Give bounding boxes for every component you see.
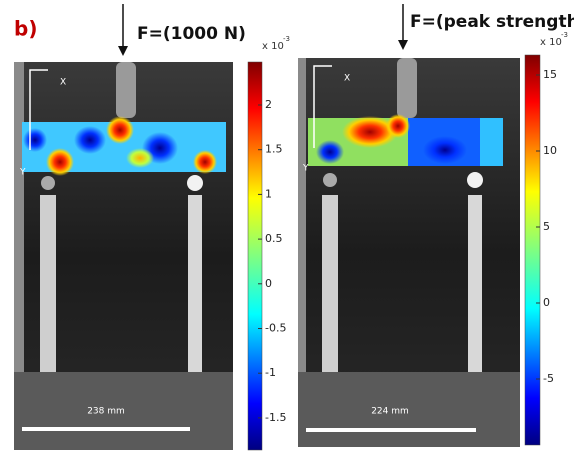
strain-spot xyxy=(106,116,134,144)
strain-spot xyxy=(193,150,217,174)
colorbar-tick-label: -1.5 xyxy=(265,411,286,424)
force-label: F=(1000 N) xyxy=(137,24,246,44)
strain-spot xyxy=(423,136,467,164)
colorbar-tick-label: 15 xyxy=(543,68,557,81)
loading-pin xyxy=(397,58,417,118)
colorbar-tick-label: 5 xyxy=(543,220,550,233)
loading-pin xyxy=(116,62,136,118)
colorbar-tick-label: 0.5 xyxy=(265,232,283,245)
colorbar-exponent: -3 xyxy=(561,31,568,39)
y-axis-label: Y xyxy=(302,164,309,174)
scale-bar xyxy=(22,427,190,431)
strain-band-right xyxy=(480,118,503,166)
x-axis-label: X xyxy=(344,74,350,84)
colorbar-tick-label: -5 xyxy=(543,372,554,385)
strain-spot xyxy=(23,128,47,152)
force-label: F=(peak strength) xyxy=(410,12,574,32)
colorbar-tick-label: 10 xyxy=(543,144,557,157)
colorbar xyxy=(248,62,262,450)
base xyxy=(298,372,520,447)
colorbar-tick-label: 1.5 xyxy=(265,143,283,156)
colorbar-exponent: -3 xyxy=(283,35,290,43)
colorbar-tick-label: -1 xyxy=(265,366,276,379)
support xyxy=(40,195,56,375)
panel-label: b) xyxy=(14,17,37,41)
scale-label: 238 mm xyxy=(87,407,125,417)
support xyxy=(322,195,338,375)
figure: b) X Y 238 mm F=(1000 N) x 10 -3 X Y 224… xyxy=(0,0,574,453)
left-panel: X Y 238 mm F=(1000 N) x 10 -3 xyxy=(14,4,290,450)
colorbar-tick-label: 0 xyxy=(543,296,550,309)
roller xyxy=(323,173,337,187)
colorbar xyxy=(525,55,540,445)
strain-spot xyxy=(74,126,106,154)
strain-spot xyxy=(386,114,410,138)
colorbar-multiplier: x 10 xyxy=(262,41,284,52)
force-arrowhead xyxy=(398,40,408,50)
colorbar-tick-label: -0.5 xyxy=(265,322,286,335)
roller xyxy=(187,175,203,191)
y-axis-label: Y xyxy=(19,168,26,178)
roller xyxy=(41,176,55,190)
support xyxy=(188,195,202,375)
roller xyxy=(467,172,483,188)
strain-spot xyxy=(46,148,74,176)
colorbar-multiplier: x 10 xyxy=(540,37,562,48)
force-arrowhead xyxy=(118,46,128,56)
strain-spot xyxy=(126,148,154,168)
x-axis-label: X xyxy=(60,78,66,88)
strain-spot xyxy=(316,140,344,164)
support xyxy=(468,195,482,375)
right-panel: X Y 224 mm F=(peak strength) x 10 -3 xyxy=(298,4,574,447)
scale-label: 224 mm xyxy=(371,407,409,417)
colorbar-tick-label: 0 xyxy=(265,277,272,290)
colorbar-tick-label: 1 xyxy=(265,187,272,200)
colorbar-tick-label: 2 xyxy=(265,98,272,111)
scale-bar xyxy=(306,428,476,432)
